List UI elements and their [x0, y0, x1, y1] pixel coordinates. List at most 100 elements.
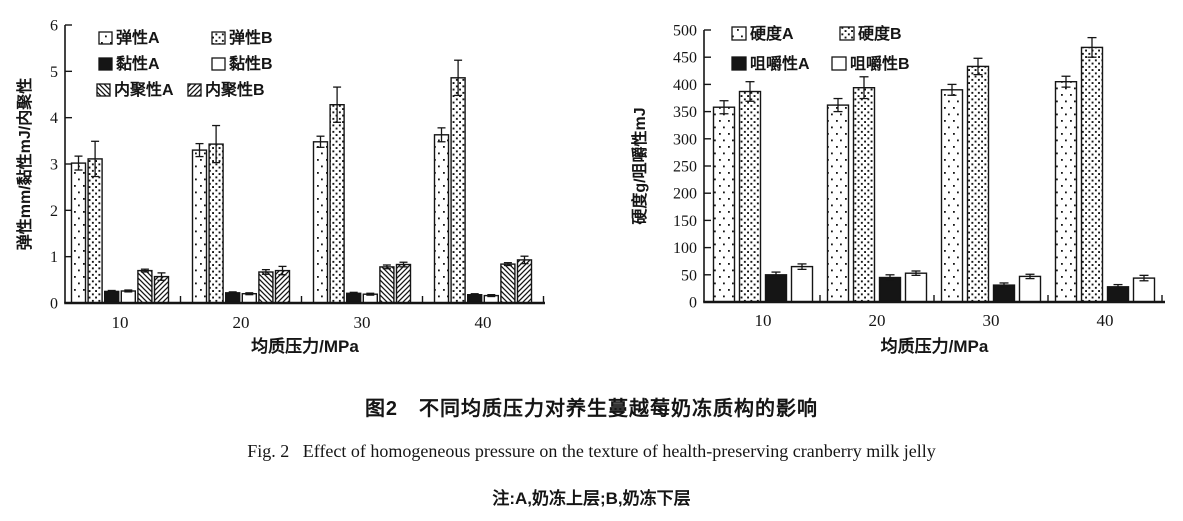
y-tick-label: 4: [50, 110, 58, 127]
bar-弹性B-20: [208, 143, 224, 304]
error-bar: [107, 289, 116, 293]
x-tick-label: 20: [869, 311, 886, 330]
error-bar: [503, 262, 512, 267]
legend-swatch-open: [831, 56, 847, 71]
y-axis-ticks: 0 1 2 3 4 5 6: [50, 18, 72, 313]
legend-item-弹性A: 弹性A: [98, 28, 160, 47]
legend-label: 咀嚼性B: [850, 54, 910, 73]
error-bar: [261, 268, 270, 275]
legend-swatch-dense-dots: [839, 26, 855, 41]
y-axis-ticks: 0 50 100 150 200 250 300 350 400 450 500: [673, 23, 711, 312]
error-bar: [470, 293, 479, 297]
error-bar: [745, 81, 755, 102]
bar-弹性A-40: [433, 134, 450, 304]
y-tick-label: 100: [673, 240, 697, 257]
error-bar: [245, 292, 254, 296]
error-bar: [140, 268, 149, 273]
bar-硬度A-20: [826, 104, 850, 303]
error-bar: [1061, 75, 1071, 88]
error-bar: [124, 289, 133, 293]
legend-item-咀嚼性B: 咀嚼性B: [831, 54, 910, 73]
legend-label: 硬度B: [858, 24, 902, 43]
bar-内聚性B-20: [274, 269, 291, 304]
y-tick-label: 400: [673, 77, 697, 94]
legend-item-硬度B: 硬度B: [839, 24, 902, 43]
bar-硬度A-40: [1054, 80, 1078, 303]
bar-硬度B-10: [738, 90, 762, 303]
y-tick-label: 500: [673, 23, 697, 40]
y-tick-label: 300: [673, 131, 697, 148]
legend-item-黏性A: 黏性A: [98, 54, 160, 73]
bar-内聚性B-30: [395, 263, 412, 304]
error-bar: [1113, 283, 1123, 290]
legend-swatch-hatch-fwd: [187, 83, 202, 97]
legend-label: 弹性A: [116, 28, 160, 47]
y-tick-label: 6: [50, 18, 58, 35]
bar-弹性B-30: [329, 103, 345, 304]
y-tick-label: 250: [673, 159, 697, 176]
error-bar: [973, 57, 983, 76]
error-bar: [911, 270, 921, 276]
legend-label: 内聚性A: [114, 80, 174, 99]
bar-弹性B-10: [87, 158, 103, 304]
legend-label: 硬度A: [750, 24, 794, 43]
error-bar: [520, 255, 529, 265]
y-tick-label: 0: [50, 296, 58, 313]
error-bar: [999, 282, 1009, 288]
error-bar: [454, 59, 463, 97]
y-tick-label: 1: [50, 249, 58, 266]
y-tick-label: 5: [50, 64, 58, 81]
error-bar: [399, 261, 408, 268]
bar-内聚性A-30: [379, 266, 395, 304]
legend-item-弹性B: 弹性B: [211, 28, 273, 47]
error-bar: [859, 76, 869, 100]
bar-咀嚼性B-10: [790, 265, 814, 303]
legend-swatch-sparse-dots: [98, 31, 113, 45]
y-tick-label: 350: [673, 104, 697, 121]
y-tick-label: 0: [689, 295, 697, 312]
error-bar: [771, 271, 781, 279]
bar-硬度B-30: [966, 65, 990, 303]
left-chart: 0 1 2 3 4 5 6 10 20 30 40 均质压力/MPa 弹性mm/黏性mJ/内聚性 弹性A 弹…: [0, 0, 600, 397]
right-chart-svg: 0 50 100 150 200 250 300 350 400 450 500 10 20 30 40 均质…: [630, 23, 1165, 356]
error-bar: [316, 135, 325, 148]
right-chart: 0 50 100 150 200 250 300 350 400 450 500 10 20 30 40 均质…: [600, 0, 1183, 397]
x-tick-label: 20: [233, 313, 250, 332]
error-bar: [212, 124, 221, 164]
bar-咀嚼性A-10: [764, 274, 788, 303]
error-bar: [349, 291, 358, 295]
error-bar: [195, 142, 204, 158]
error-bar: [1139, 274, 1149, 282]
error-bar: [797, 263, 807, 271]
y-tick-label: 50: [681, 267, 697, 284]
legend-swatch-solid: [731, 56, 747, 71]
legend-swatch-solid: [98, 57, 113, 71]
y-tick-label: 3: [50, 157, 58, 174]
legend-label: 咀嚼性A: [750, 54, 810, 73]
x-tick-label: 10: [755, 311, 772, 330]
y-tick-label: 2: [50, 203, 58, 220]
y-tick-label: 450: [673, 50, 697, 67]
error-bar: [885, 274, 895, 281]
bar-内聚性A-20: [258, 271, 274, 304]
legend-label: 黏性B: [229, 54, 273, 73]
legend-swatch-hatch-back: [96, 83, 111, 97]
x-axis-ticks: [179, 296, 545, 303]
bar-硬度B-40: [1080, 46, 1104, 303]
bar-弹性A-30: [312, 141, 329, 304]
legend-swatch-open: [211, 57, 226, 71]
bar-黏性B-10: [120, 290, 137, 304]
error-bar: [487, 294, 496, 298]
legend-label: 内聚性B: [205, 80, 265, 99]
legend-item-黏性B: 黏性B: [211, 54, 273, 73]
x-tick-label: 30: [354, 313, 371, 332]
x-tick-label: 40: [475, 313, 492, 332]
error-bar: [1087, 36, 1097, 58]
bar-硬度A-10: [712, 106, 736, 303]
bar-内聚性B-40: [516, 259, 533, 304]
bar-咀嚼性A-20: [878, 276, 902, 303]
bar-内聚性A-40: [500, 263, 516, 304]
error-bar: [382, 264, 391, 270]
bar-弹性A-10: [70, 162, 87, 304]
